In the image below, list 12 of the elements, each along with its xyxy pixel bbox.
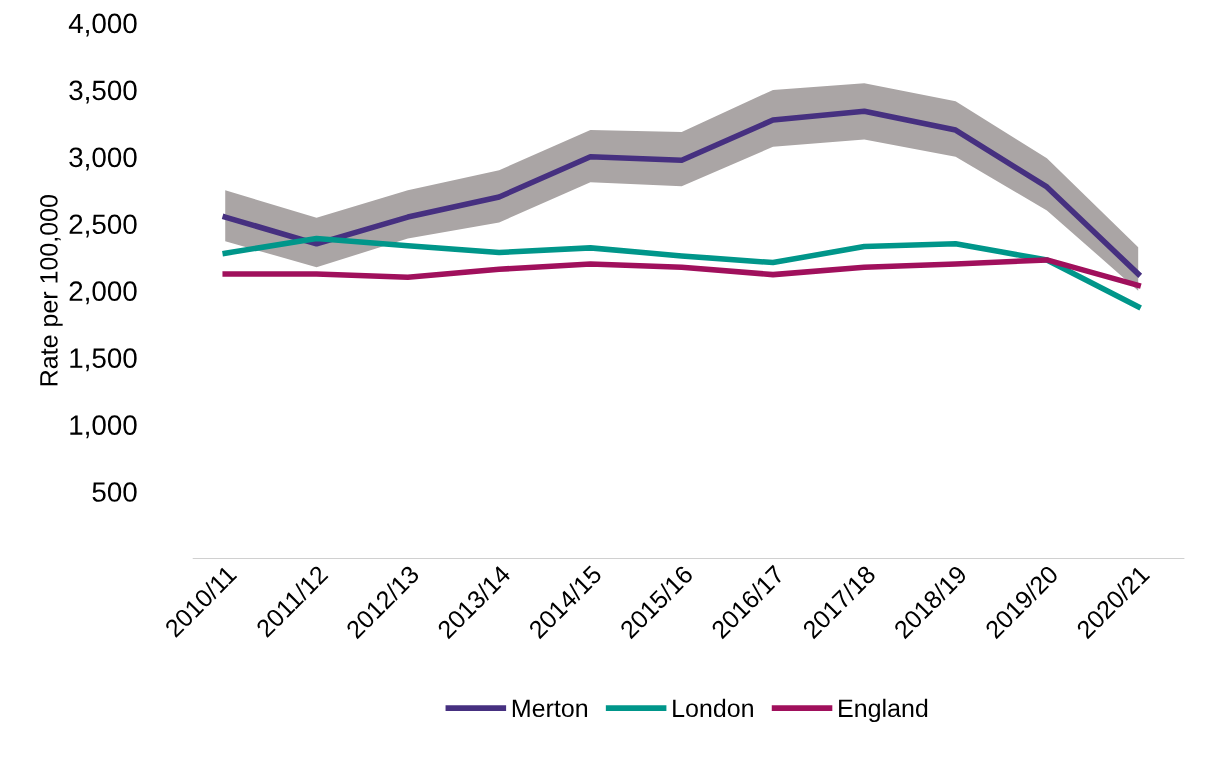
legend-label: London [673,698,753,718]
legend-label: Merton [512,699,588,718]
y-tick-label: 1,500 [70,348,137,372]
y-tick-label: 1,000 [70,415,137,439]
y-tick-label: 4,000 [68,13,137,37]
y-tick-label: 2,500 [69,214,137,238]
y-tick-label: 500 [92,482,137,502]
y-tick-label: 2,000 [69,281,137,305]
y-axis-title: Rate per 100,000 [40,195,63,386]
y-tick-label: 3,000 [69,147,137,171]
y-tick-label: 3,500 [69,80,137,104]
legend-label: England [839,698,928,723]
